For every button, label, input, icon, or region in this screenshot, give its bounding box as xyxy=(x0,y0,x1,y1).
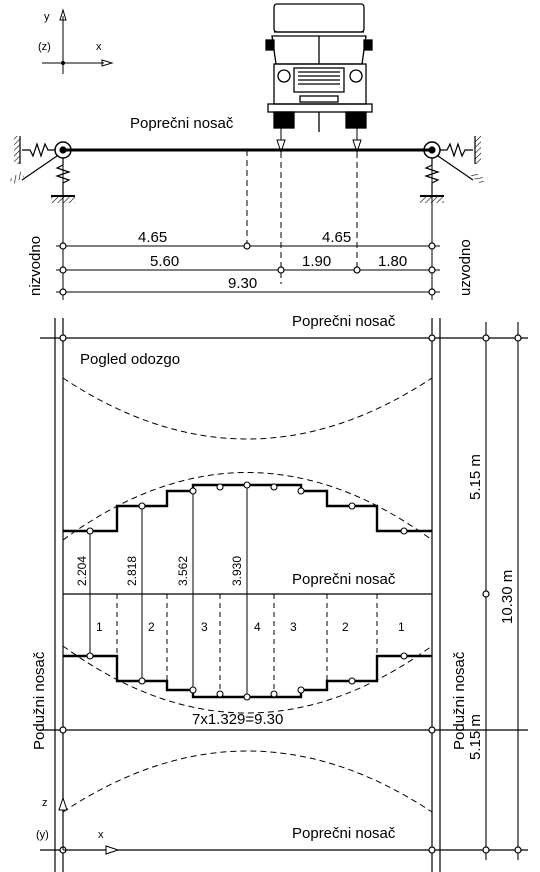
bottom-axes: z (y) x xyxy=(36,796,120,855)
strip-number-1a: 1 xyxy=(96,620,103,634)
right-support-icon xyxy=(420,136,486,203)
bottom-x-axis-label: x xyxy=(98,829,104,841)
dim-1.80: 1.80 xyxy=(378,253,407,270)
strip-number-2b: 2 xyxy=(342,620,349,634)
strip-number-3a: 3 xyxy=(201,620,208,634)
strip-value-4: 3.930 xyxy=(230,556,244,586)
left-girder-label: Podužni nosač xyxy=(31,651,48,750)
left-support-icon xyxy=(9,136,75,203)
longitudinal-girders xyxy=(54,318,441,872)
curve-points xyxy=(86,481,408,701)
strip-value-2: 2.818 xyxy=(125,556,139,586)
dim-5.60: 5.60 xyxy=(150,253,179,270)
view-label: Pogled odozgo xyxy=(80,351,180,368)
dim-4.65-left: 4.65 xyxy=(138,229,167,246)
bottom-z-axis-label: z xyxy=(42,797,48,809)
x-axis-label: x xyxy=(96,41,102,53)
strip-number-1b: 1 xyxy=(398,620,405,634)
bottom-y-axis-label: (y) xyxy=(36,829,49,841)
top-axes: y (z) x xyxy=(38,8,114,74)
dim-1.90: 1.90 xyxy=(302,253,331,270)
dim-9.30: 9.30 xyxy=(228,275,257,292)
half-span-top: 5.15 m xyxy=(467,454,484,500)
strip-value-3: 3.562 xyxy=(176,556,190,586)
strip-number-2a: 2 xyxy=(148,620,155,634)
y-axis-label: y xyxy=(44,11,50,23)
side-label-nizvodno: nizvodno xyxy=(27,236,44,296)
span-total: 10.30 m xyxy=(499,570,516,624)
plan-mid-beam-label: Poprečni nosač xyxy=(292,571,396,588)
transverse-beams xyxy=(40,337,528,851)
span-ticks xyxy=(59,334,522,854)
truck-icon xyxy=(265,3,373,132)
dimension-ticks xyxy=(59,242,436,296)
wheel-load-arrows xyxy=(276,120,362,154)
strip-number-3b: 3 xyxy=(290,620,297,634)
strip-value-1: 2.204 xyxy=(75,556,89,586)
cross-section-guides xyxy=(246,150,358,284)
right-girder-label: Podužni nosač xyxy=(451,651,468,750)
side-label-uzvodno: uzvodno xyxy=(457,239,474,296)
z-axis-label: (z) xyxy=(38,41,51,53)
cross-beam-label: Poprečni nosač xyxy=(130,115,234,132)
dim-4.65-right: 4.65 xyxy=(322,229,351,246)
plan-bottom-beam-label: Poprečni nosač xyxy=(292,825,396,842)
plan-top-beam-label: Poprečni nosač xyxy=(292,313,396,330)
influence-curves xyxy=(62,377,433,813)
strip-number-4: 4 xyxy=(254,620,261,634)
strip-dashed-lines xyxy=(116,594,378,697)
half-span-bottom: 5.15 m xyxy=(467,714,484,760)
strip-solid-lines xyxy=(89,485,248,697)
width-formula: 7x1.329=9.30 xyxy=(192,711,283,728)
